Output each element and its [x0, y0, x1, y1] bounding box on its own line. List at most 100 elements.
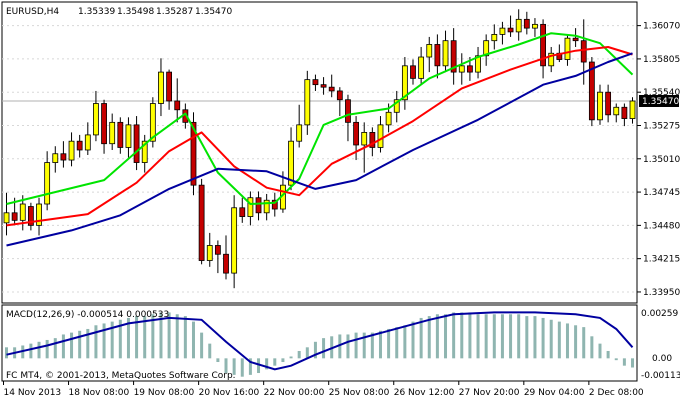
candle [605, 84, 612, 123]
time-tick-label: 29 Nov 04:00 [524, 388, 585, 398]
price-tick-label: 1.35540 [643, 88, 680, 98]
macd-bar [5, 347, 8, 359]
candle [52, 146, 59, 173]
candle [312, 74, 319, 91]
candle [410, 59, 416, 85]
candle [231, 195, 238, 289]
macd-bar [37, 341, 41, 359]
candle-body [499, 27, 506, 35]
macd-bar [525, 316, 529, 359]
macd-bar [232, 358, 236, 375]
candle [125, 117, 132, 158]
candle-body [320, 84, 327, 88]
macd-bar [435, 314, 439, 359]
candle-body [304, 79, 311, 126]
macd-bar [370, 332, 374, 359]
candle [507, 15, 514, 37]
candle [296, 104, 303, 148]
macd-bar [338, 334, 342, 359]
candle-body [572, 37, 579, 42]
candle [532, 18, 538, 37]
macd-bar [378, 330, 382, 359]
candle [613, 103, 620, 123]
macd-bar [167, 312, 171, 359]
macd-bar [94, 325, 98, 359]
candle [133, 116, 140, 171]
macd-bar [622, 358, 626, 366]
candle-body [44, 162, 51, 205]
candle [304, 70, 311, 135]
candle-body [158, 71, 164, 104]
macd-bar [297, 350, 301, 359]
candle [336, 87, 343, 117]
candle [3, 192, 10, 236]
current-price-label: 1.35470 [642, 97, 679, 107]
macd-bar [265, 358, 269, 370]
candle [117, 117, 124, 154]
macd-bar [444, 314, 448, 359]
macd-bar [468, 312, 472, 359]
price-tick-label: 1.34215 [643, 255, 680, 265]
time-tick-label: 26 Nov 12:00 [394, 388, 455, 398]
candle [190, 112, 197, 196]
macd-bar [118, 319, 122, 359]
macd-bar [78, 330, 82, 359]
candle-body [597, 91, 603, 121]
candle [93, 90, 99, 142]
ohlc-close: 1.35470 [195, 7, 232, 17]
macd-bar [248, 358, 252, 375]
candle [418, 46, 425, 85]
candle-body [231, 207, 238, 274]
candle [263, 193, 270, 221]
price-tick-label: 1.35805 [643, 55, 680, 65]
macd-bar [565, 323, 569, 359]
candle [458, 53, 465, 85]
candle [141, 134, 148, 173]
candle [328, 74, 335, 98]
macd-bar [427, 316, 431, 359]
macd-bar [582, 327, 586, 359]
time-tick-label: 27 Nov 20:00 [459, 388, 520, 398]
candle-body [247, 197, 254, 217]
candle [239, 197, 246, 223]
candle-body [588, 61, 595, 121]
candle-body [19, 203, 26, 221]
candle-body [442, 40, 449, 67]
candle-body [239, 207, 246, 217]
candle [515, 9, 522, 41]
candle [499, 21, 506, 45]
macd-bar [313, 341, 317, 359]
candle [377, 116, 384, 153]
candle-body [336, 90, 343, 101]
macd-signal-line [6, 311, 634, 371]
candle [247, 191, 254, 226]
macd-bar [273, 358, 277, 366]
candle [401, 57, 408, 110]
candle-body [458, 65, 465, 73]
price-tick-label: 1.35010 [643, 155, 680, 165]
macd-bar [191, 321, 195, 359]
candle-body [312, 79, 319, 86]
candle-body [507, 27, 514, 33]
macd-bar [257, 358, 261, 374]
candle-body [149, 103, 156, 142]
candle-body [68, 140, 75, 161]
candle-body [328, 86, 335, 92]
macd-bar [411, 321, 415, 359]
candle [320, 77, 327, 95]
candle [483, 34, 490, 66]
candle [572, 28, 579, 47]
candle-body [84, 134, 91, 151]
macd-axis-bottom: -0.001138 [641, 371, 680, 381]
candle-body [109, 121, 116, 145]
macd-bar [305, 347, 309, 359]
moving-averages [6, 32, 634, 247]
price-tick-label: 1.35275 [643, 121, 680, 131]
candle [450, 28, 457, 85]
candle-body [629, 100, 636, 119]
candle-body [613, 106, 620, 116]
macd-bar [240, 358, 244, 377]
macd-bar [387, 328, 391, 359]
candle-body [288, 140, 294, 186]
